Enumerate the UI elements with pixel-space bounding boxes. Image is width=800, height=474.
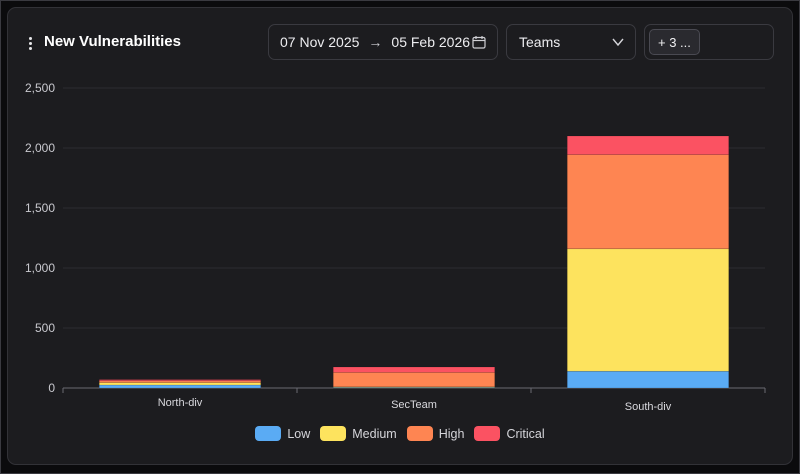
bar-segment-critical [567, 135, 729, 155]
date-start: 07 Nov 2025 [280, 34, 360, 50]
legend-item-low[interactable]: Low [255, 426, 310, 441]
legend-swatch [255, 426, 282, 441]
x-tick-label: North-div [158, 397, 203, 409]
date-range-arrow: → [368, 34, 383, 50]
bar-segment-high [567, 154, 729, 250]
legend-label: Medium [352, 426, 397, 441]
teams-select[interactable]: Teams [506, 24, 636, 60]
legend-label: Low [287, 426, 311, 441]
teams-select-label: Teams [519, 34, 561, 50]
date-range-picker[interactable]: 07 Nov 2025 → 05 Feb 2026 [268, 24, 498, 60]
bar-segment-high [333, 372, 495, 388]
bar-segment-critical [333, 366, 495, 373]
legend-swatch [474, 426, 501, 441]
chart-title: New Vulnerabilities [44, 33, 181, 50]
y-tick-label: 500 [35, 321, 55, 335]
y-tick-label: 2,500 [25, 81, 55, 95]
bar-segment-high [99, 380, 261, 383]
more-selected-chip[interactable]: + 3 ... [649, 29, 700, 55]
legend-item-critical[interactable]: Critical [474, 426, 545, 441]
y-tick-label: 0 [48, 381, 55, 395]
bar-segment-medium [99, 382, 261, 386]
legend-swatch [406, 426, 433, 441]
y-tick-label: 1,500 [25, 201, 55, 215]
team-filter-multiselect[interactable]: + 3 ... [644, 24, 774, 60]
y-tick-label: 1,000 [25, 261, 55, 275]
bar-segment-medium [567, 248, 729, 372]
legend-swatch [320, 426, 347, 441]
legend-item-high[interactable]: High [406, 426, 465, 441]
legend-label: High [438, 426, 465, 441]
bar-segment-low [567, 370, 729, 389]
y-tick-label: 2,000 [25, 141, 55, 155]
bar-segment-critical [99, 379, 261, 382]
date-end: 05 Feb 2026 [391, 34, 471, 50]
x-tick-label: South-div [625, 401, 672, 413]
kebab-menu-icon[interactable] [28, 37, 34, 53]
legend-label: Critical [506, 426, 545, 441]
chart-legend: Low Medium High Critical [0, 426, 800, 441]
x-tick-label: SecTeam [391, 399, 437, 411]
calendar-icon[interactable] [472, 35, 486, 49]
bar-segment-low [99, 384, 261, 389]
legend-item-medium[interactable]: Medium [320, 426, 397, 441]
chevron-down-icon [612, 38, 624, 47]
